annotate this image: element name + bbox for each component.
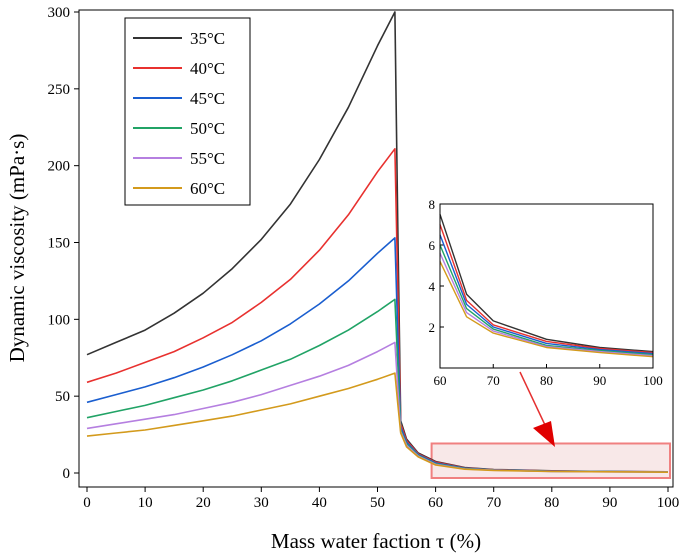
zoom-arrow — [519, 371, 555, 447]
legend-label: 45°C — [190, 89, 225, 108]
series-line-5 — [86, 372, 669, 473]
y-tick-label: 100 — [48, 312, 71, 328]
main-tick-labels: 0 10 20 30 40 50 60 70 80 90 100 0 50 100 150 200 250 300 — [48, 5, 680, 511]
x-tick-label: 60 — [428, 495, 443, 511]
x-tick-label: 100 — [657, 495, 680, 511]
inset-series-line-3 — [439, 244, 654, 356]
x-tick-label: 50 — [370, 495, 385, 511]
x-tick-label: 80 — [544, 495, 559, 511]
y-tick-label: 50 — [55, 389, 70, 405]
inset-x-tick-label: 90 — [593, 373, 606, 388]
legend-label: 55°C — [190, 149, 225, 168]
inset-background — [440, 204, 653, 368]
inset-plot: 60 70 80 90 100 2 4 6 8 — [429, 197, 663, 388]
x-tick-label: 90 — [602, 495, 617, 511]
inset-y-tick-label: 6 — [429, 238, 436, 253]
arrow-shaft — [519, 371, 546, 426]
x-tick-label: 40 — [312, 495, 327, 511]
legend-box — [124, 17, 251, 206]
inset-x-tick-label: 60 — [434, 373, 447, 388]
legend: 35°C 40°C 45°C 50°C 55°C 60°C — [124, 17, 251, 206]
y-tick-label: 150 — [48, 236, 71, 252]
main-plot-frame — [78, 9, 674, 488]
inset-y-tick-label: 4 — [429, 279, 436, 294]
x-tick-label: 10 — [138, 495, 153, 511]
inset-frame — [439, 203, 654, 369]
legend-label: 35°C — [190, 29, 225, 48]
legend-label: 60°C — [190, 179, 225, 198]
main-axis-ticks — [74, 11, 669, 492]
legend-label: 50°C — [190, 119, 225, 138]
inset-x-tick-label: 80 — [540, 373, 553, 388]
y-tick-label: 250 — [48, 82, 71, 98]
x-tick-label: 0 — [83, 495, 91, 511]
x-tick-label: 20 — [196, 495, 211, 511]
main-series-lines — [86, 11, 669, 473]
arrow-head — [533, 421, 555, 447]
x-tick-label: 30 — [254, 495, 269, 511]
y-axis-title: Dynamic viscosity (mPa·s) — [5, 134, 29, 363]
x-tick-label: 70 — [486, 495, 501, 511]
inset-series-line-5 — [439, 261, 654, 358]
y-tick-label: 0 — [63, 466, 71, 482]
inset-series-line-4 — [439, 252, 654, 357]
inset-tick-labels: 60 70 80 90 100 2 4 6 8 — [429, 197, 663, 388]
zoom-highlight-box — [430, 442, 671, 479]
y-tick-label: 300 — [48, 5, 71, 21]
inset-x-tick-label: 70 — [487, 373, 500, 388]
inset-series-line-1 — [439, 224, 654, 354]
inset-x-tick-label: 100 — [643, 373, 663, 388]
inset-y-tick-label: 8 — [429, 197, 436, 212]
inset-series-lines — [439, 214, 654, 358]
inset-y-tick-label: 2 — [429, 320, 436, 335]
inset-series-line-0 — [439, 214, 654, 353]
y-tick-label: 200 — [48, 159, 71, 175]
x-axis-title: Mass water faction τ (%) — [271, 529, 481, 553]
zoom-region — [430, 442, 671, 479]
legend-label: 40°C — [190, 59, 225, 78]
inset-series-line-2 — [439, 234, 654, 355]
